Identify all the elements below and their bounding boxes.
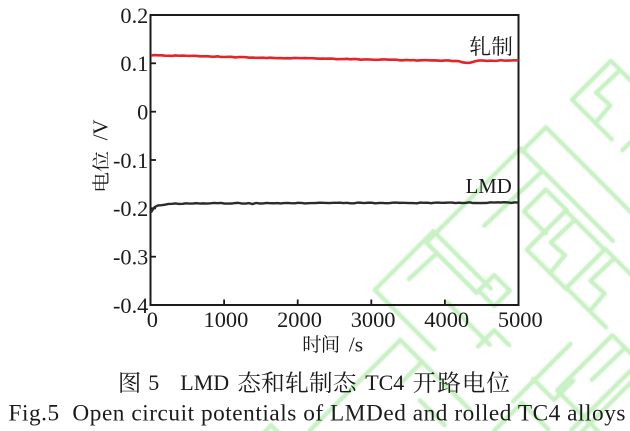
svg-text:TC4: TC4 bbox=[365, 370, 404, 395]
svg-text:5000: 5000 bbox=[498, 307, 543, 332]
svg-text:-0.4: -0.4 bbox=[113, 293, 148, 318]
svg-text:2000: 2000 bbox=[277, 307, 322, 332]
svg-text:5: 5 bbox=[148, 370, 159, 395]
svg-text:LMD: LMD bbox=[466, 175, 512, 198]
svg-text:/V: /V bbox=[89, 119, 113, 140]
svg-text:3000: 3000 bbox=[351, 307, 396, 332]
svg-text:Fig.5 Open circuit potentials: Fig.5 Open circuit potentials of LMDed a… bbox=[9, 401, 627, 427]
svg-text:4000: 4000 bbox=[424, 307, 469, 332]
svg-text:LMD: LMD bbox=[180, 370, 229, 395]
svg-text:-0.1: -0.1 bbox=[113, 148, 148, 173]
svg-text:-0.2: -0.2 bbox=[113, 196, 148, 221]
svg-text:1000: 1000 bbox=[204, 307, 249, 332]
svg-text:0.2: 0.2 bbox=[120, 3, 148, 28]
svg-text:0: 0 bbox=[137, 100, 148, 125]
svg-text:/s: /s bbox=[349, 332, 363, 356]
svg-text:0.1: 0.1 bbox=[120, 51, 148, 76]
svg-text:0: 0 bbox=[147, 307, 158, 332]
svg-text:-0.3: -0.3 bbox=[113, 245, 148, 270]
